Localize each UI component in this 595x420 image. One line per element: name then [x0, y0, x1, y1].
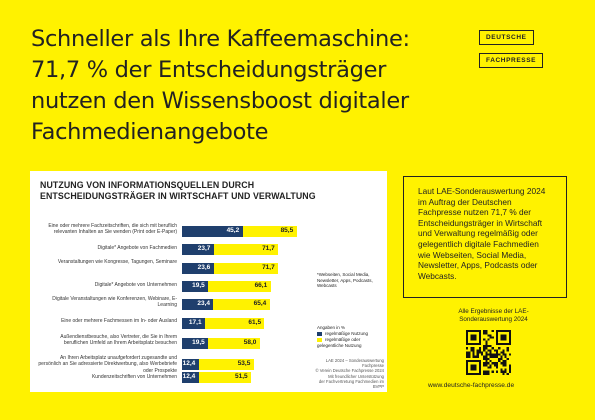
- category-label: Kundenzeitschriften von Unternehmen: [91, 374, 177, 380]
- value-label-regular: 12,4: [182, 373, 196, 380]
- website-link[interactable]: www.deutsche-fachpresse.de: [428, 382, 515, 389]
- value-label-total: 58,0: [243, 339, 257, 346]
- legend-label: regelmäßige Nutzung: [325, 331, 369, 336]
- value-label-total: 53,5: [237, 360, 251, 367]
- chart-legend: Angaben in % regelmäßige Nutzung regelmä…: [317, 325, 387, 349]
- legend-unit: Angaben in %: [317, 325, 346, 330]
- bar-regular: [182, 372, 199, 383]
- headline-line: Fachmedienangebote: [31, 119, 269, 145]
- source-line: Mit freundlicher Unterstützung: [328, 373, 384, 379]
- value-label-total: 85,5: [280, 227, 294, 234]
- headline-line: Schneller als Ihre Kaffeemaschine:: [31, 26, 410, 52]
- bar-regular: [182, 338, 209, 349]
- value-label-total: 71,7: [262, 264, 275, 271]
- legend-item: regelmäßige oder gelegentliche Nutzung: [317, 337, 387, 349]
- source-line: © Verein Deutsche Fachpresse 2024: [315, 368, 385, 374]
- headline: Schneller als Ihre Kaffeemaschine: 71,7 …: [31, 24, 471, 148]
- qr-code-icon[interactable]: [466, 330, 511, 375]
- category-label: Digitale* Angebote von Unternehmen: [94, 282, 177, 288]
- bar-regular: [182, 318, 205, 329]
- value-label-regular: 19,5: [192, 339, 205, 346]
- category-label: Eine oder mehrere Fachzeitschriften, die…: [48, 223, 177, 236]
- legend-swatch: [317, 337, 322, 342]
- chart-title: NUTZUNG VON INFORMATIONSQUELLEN DURCH EN…: [40, 180, 316, 201]
- value-label-total: 61,5: [248, 319, 262, 326]
- logo-line-2: FACHPRESSE: [479, 53, 544, 68]
- value-label-regular: 17,1: [188, 319, 202, 326]
- category-label: Digitale Veranstaltungen wie Konferenzen…: [52, 296, 177, 309]
- legend-item: regelmäßige Nutzung: [317, 331, 387, 337]
- legend-label: regelmäßige oder gelegentliche Nutzung: [317, 337, 362, 348]
- bar-regular-or-occasional: [182, 372, 251, 383]
- value-label-regular: 23,4: [197, 300, 210, 307]
- info-box: Laut LAE-Sonderauswertung 2024 im Auftra…: [403, 176, 567, 298]
- value-label-total: 71,7: [262, 245, 275, 252]
- category-label: An Ihren Arbeitsplatz unaufgefordert zug…: [38, 355, 177, 374]
- logo-line-1: DEUTSCHE: [479, 30, 534, 45]
- value-label-regular: 23,6: [197, 264, 211, 271]
- bar-regular-or-occasional: [182, 318, 265, 329]
- bar-regular: [182, 263, 214, 274]
- footnote: *Webseiten, Social Media, Newsletter, Ap…: [317, 272, 373, 289]
- value-label-total: 51,5: [235, 373, 248, 380]
- bar-regular-or-occasional: [182, 281, 271, 292]
- value-label-regular: 19,5: [192, 282, 205, 289]
- bar-regular: [182, 299, 214, 310]
- category-label: Digitale* Angebote von Fachmedien: [97, 245, 178, 251]
- bar-regular-or-occasional: [182, 338, 260, 349]
- bar-regular: [182, 244, 214, 255]
- headline-line: nutzen den Wissensboost digitaler: [31, 88, 409, 114]
- bar-regular-or-occasional: [182, 244, 279, 255]
- bar-regular: [182, 359, 199, 370]
- value-label-total: 66,1: [254, 282, 268, 289]
- value-label-regular: 45,2: [226, 227, 240, 234]
- value-label-regular: 12,4: [182, 360, 196, 367]
- deutsche-fachpresse-logo: DEUTSCHE FACHPRESSE: [479, 26, 562, 68]
- source-line: LAE 2024 – Sonderauswertung Fachpresse: [325, 358, 384, 369]
- bar-regular: [182, 226, 243, 237]
- bar-regular-or-occasional: [182, 299, 270, 310]
- bar-regular: [182, 281, 209, 292]
- source-line: der Fachvertretung Fachmedien im BVPP: [318, 378, 384, 390]
- value-label-regular: 23,7: [197, 245, 211, 252]
- category-label: Außendienstbesuche, also Vertreter, die …: [60, 334, 177, 347]
- category-label: Veranstaltungen wie Kongresse, Tagungen,…: [57, 259, 177, 265]
- source-credit: LAE 2024 – Sonderauswertung Fachpresse ©…: [308, 358, 385, 390]
- headline-line: 71,7 % der Entscheidungsträger: [31, 57, 387, 83]
- legend-swatch: [317, 331, 322, 336]
- chart-panel: NUTZUNG VON INFORMATIONSQUELLEN DURCH EN…: [30, 171, 387, 392]
- bar-regular-or-occasional: [182, 263, 279, 274]
- value-label-total: 65,4: [253, 300, 267, 307]
- category-label: Eine oder mehrere Fachmessen im In- oder…: [61, 318, 177, 324]
- bar-regular-or-occasional: [182, 359, 254, 370]
- all-results-text: Alle Ergebnisse der LAE-Sonderauswertung…: [458, 308, 529, 323]
